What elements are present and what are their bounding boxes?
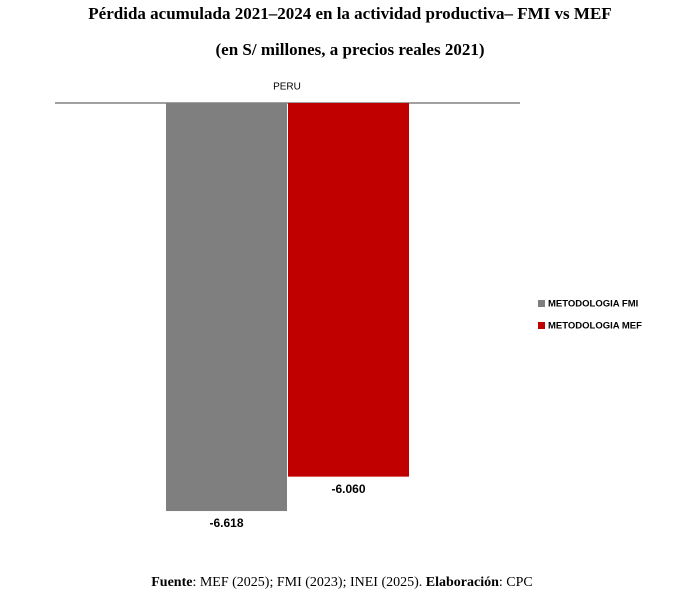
legend-swatch bbox=[538, 322, 545, 329]
source-part: : CPC bbox=[499, 575, 533, 590]
legend-label: METODOLOGIA MEF bbox=[548, 321, 642, 332]
chart-title: Pérdida acumulada 2021–2024 en la activi… bbox=[88, 4, 611, 23]
source-part: : MEF (2025); FMI (2023); INEI (2025). bbox=[192, 575, 425, 590]
x-tick-label: PERU bbox=[273, 82, 301, 93]
bar bbox=[288, 103, 409, 477]
bar bbox=[166, 103, 287, 512]
data-label: -6.060 bbox=[331, 482, 365, 496]
data-label: -6.618 bbox=[209, 516, 243, 530]
legend-label: METODOLOGIA FMI bbox=[548, 299, 638, 310]
source-note: Fuente: MEF (2025); FMI (2023); INEI (20… bbox=[151, 575, 533, 590]
chart-subtitle: (en S/ millones, a precios reales 2021) bbox=[216, 40, 485, 59]
source-part: Elaboración bbox=[426, 575, 499, 590]
legend-swatch bbox=[538, 300, 545, 307]
source-part: Fuente bbox=[151, 575, 192, 590]
